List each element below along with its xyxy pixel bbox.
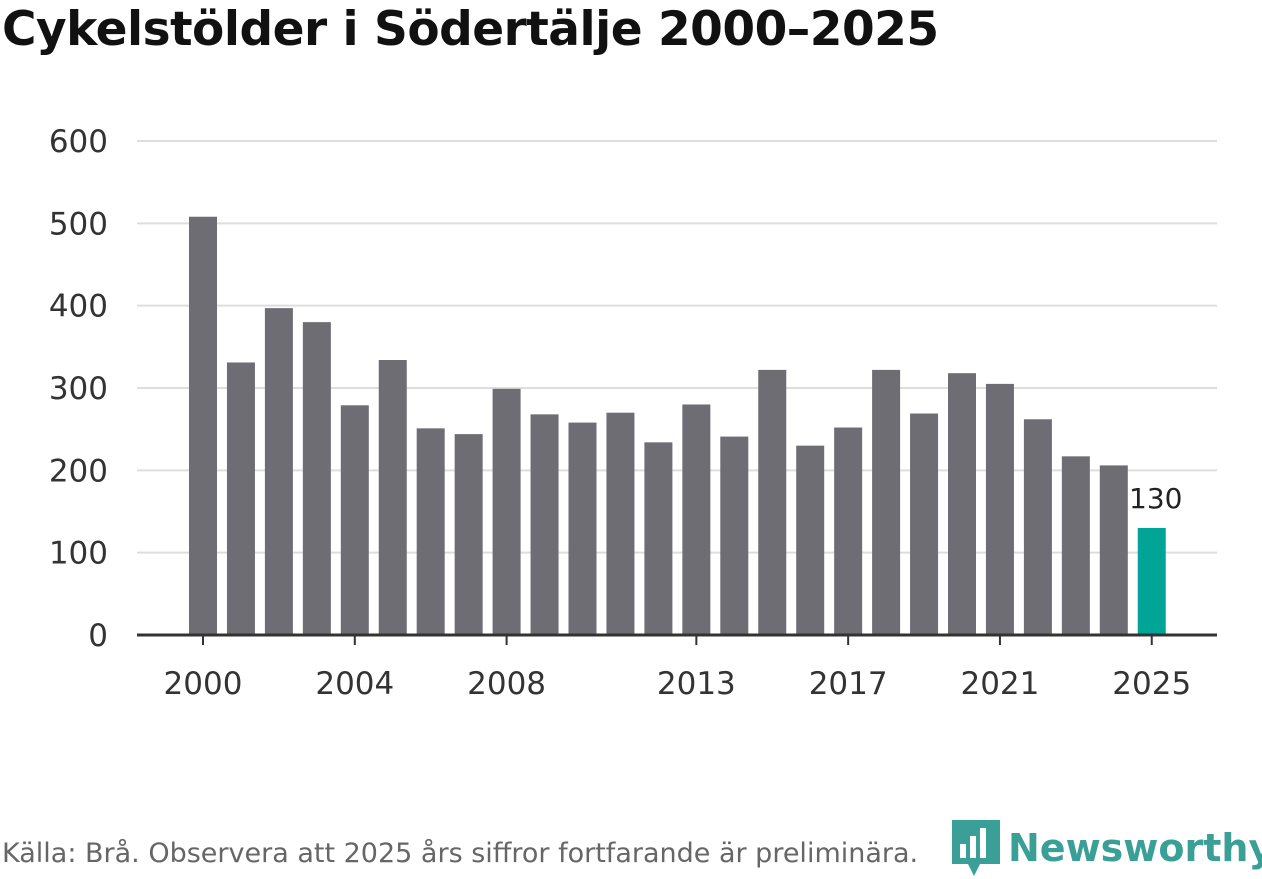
y-tick-label: 400 <box>49 289 108 325</box>
bar-2016 <box>796 445 825 635</box>
bar-2014 <box>720 436 749 635</box>
bar-2018 <box>872 369 901 635</box>
y-tick-label: 500 <box>49 206 108 242</box>
x-tick-label: 2008 <box>467 666 546 702</box>
bar-2020 <box>948 373 976 635</box>
x-tick-label: 2025 <box>1112 666 1191 702</box>
data-label-2025: 130 <box>1129 482 1182 515</box>
bar-2008 <box>492 388 521 635</box>
bar-2022 <box>1023 419 1052 635</box>
bar-2017 <box>834 427 863 635</box>
bar-2000 <box>189 216 217 635</box>
bar-2003 <box>302 322 331 635</box>
y-tick-label: 200 <box>49 453 108 489</box>
y-tick-label: 100 <box>49 536 108 572</box>
newsworthy-logo: Newsworthy <box>952 818 1262 878</box>
source-note: Källa: Brå. Observera att 2025 års siffr… <box>2 838 919 869</box>
brand-name: Newsworthy <box>1008 826 1262 870</box>
bar-2001 <box>226 362 255 635</box>
gridlines <box>137 140 1217 554</box>
bar-2009 <box>530 414 559 635</box>
bar-2010 <box>568 422 597 635</box>
data-labels: 130 <box>1126 479 1185 518</box>
y-tick-label: 600 <box>49 124 108 160</box>
bar-2006 <box>416 428 445 635</box>
x-tick-label: 2004 <box>315 666 394 702</box>
bar-2015 <box>758 369 787 635</box>
bar-2024 <box>1099 465 1128 635</box>
bar-2005 <box>378 360 407 635</box>
y-tick-label: 300 <box>49 371 108 407</box>
chart-title: Cykelstölder i Södertälje 2000–2025 <box>2 2 939 57</box>
bar-2011 <box>606 412 635 635</box>
x-tick-label: 2013 <box>657 666 736 702</box>
bars <box>189 216 1166 635</box>
bar-2004 <box>340 405 369 635</box>
x-tick-label: 2017 <box>809 666 888 702</box>
x-tick-label: 2000 <box>164 666 243 702</box>
bar-2021 <box>985 383 1014 635</box>
bar-2013 <box>682 404 711 635</box>
newsworthy-logo-icon <box>952 820 1000 876</box>
bar-2012 <box>644 442 673 635</box>
y-tick-label: 0 <box>88 618 108 654</box>
y-axis-ticks: 0 100 200 300 400 500 600 <box>49 124 108 654</box>
bar-2019 <box>910 413 939 635</box>
x-tick-label: 2021 <box>960 666 1039 702</box>
bar-2007 <box>454 434 483 635</box>
bar-2023 <box>1061 456 1090 635</box>
bar-2002 <box>264 308 293 635</box>
bar-2025 <box>1137 527 1166 635</box>
x-axis-ticks: 2000 2004 2008 2013 2017 2021 2025 <box>164 635 1191 702</box>
